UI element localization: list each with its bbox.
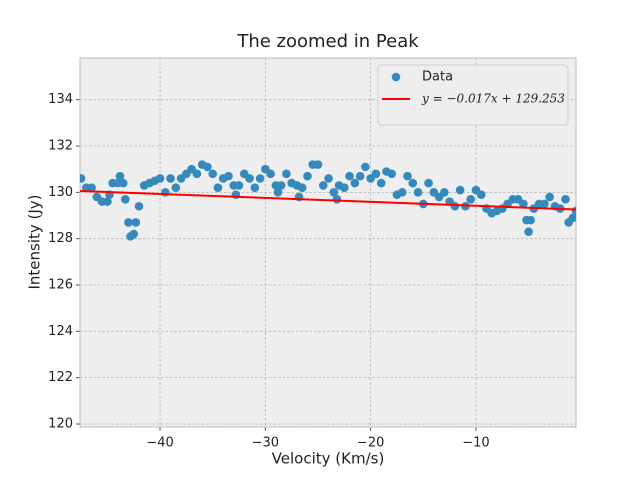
y-axis-label: Intensity (Jy) (26, 194, 44, 289)
y-tick-label: 132 (48, 139, 73, 154)
legend-label: Data (422, 70, 453, 85)
y-tick-label: 130 (48, 185, 73, 200)
data-point (519, 199, 528, 209)
fit-line (80, 189, 576, 211)
data-point (224, 171, 233, 181)
data-point (561, 194, 570, 204)
data-point (313, 160, 323, 169)
y-tick-label: 122 (48, 370, 73, 385)
data-point (397, 188, 407, 197)
data-point (350, 178, 360, 188)
data-point (234, 181, 244, 190)
data-point (245, 174, 254, 183)
y-tick-label: 128 (48, 231, 73, 246)
data-point (345, 171, 354, 181)
data-point (160, 188, 170, 197)
y-tick-label: 120 (48, 416, 73, 431)
data-point (361, 162, 370, 172)
data-point (424, 178, 433, 188)
data-point (203, 162, 212, 172)
data-point (376, 178, 386, 188)
data-point (80, 174, 86, 183)
data-point (408, 178, 418, 188)
data-point (124, 218, 133, 227)
data-point (387, 169, 397, 179)
data-point (213, 183, 223, 193)
data-point (440, 188, 449, 197)
data-point (303, 171, 312, 181)
data-point (192, 169, 202, 179)
data-point (171, 183, 181, 193)
data-point (129, 229, 139, 239)
data-point (250, 183, 260, 193)
data-point (273, 188, 283, 197)
data-point (155, 174, 165, 183)
y-tick-label: 126 (48, 278, 73, 293)
data-point (466, 194, 475, 204)
data-point (255, 174, 265, 183)
data-point (120, 194, 130, 204)
data-point (87, 183, 96, 193)
legend-label: y = −0.017x + 129.253 (421, 92, 565, 106)
data-point (166, 174, 175, 183)
data-point (413, 188, 423, 197)
x-axis-label: Velocity (Km/s) (272, 450, 385, 468)
x-tick-label: −20 (357, 436, 384, 451)
legend-box (377, 64, 569, 126)
data-point (332, 194, 342, 204)
data-point (403, 171, 412, 181)
y-tick-label: 134 (48, 92, 73, 107)
data-point (103, 197, 112, 206)
data-point (371, 169, 381, 179)
x-tick-label: −10 (462, 436, 489, 451)
data-point (545, 192, 554, 202)
y-tick-label: 124 (48, 324, 73, 339)
data-point (476, 190, 486, 199)
data-point (266, 169, 275, 179)
data-point (318, 181, 328, 190)
plot-frame (79, 57, 577, 428)
data-point (340, 183, 349, 193)
data-point (208, 169, 217, 179)
data-point (455, 185, 465, 195)
data-point (118, 178, 128, 188)
x-tick-label: −30 (252, 436, 279, 451)
data-point (329, 188, 339, 197)
data-point (297, 183, 307, 193)
chart-title: The zoomed in Peak (236, 31, 419, 52)
data-point (282, 169, 291, 179)
legend-marker (391, 72, 401, 82)
data-point (540, 199, 549, 209)
data-point (276, 181, 286, 190)
data-point (131, 218, 141, 227)
data-point (115, 171, 125, 181)
data-point (324, 174, 333, 183)
data-point (526, 215, 536, 225)
data-point (450, 201, 460, 211)
data-point (134, 201, 144, 211)
data-point (524, 227, 533, 237)
x-tick-label: −40 (146, 436, 173, 451)
data-point (355, 171, 365, 181)
data-point (568, 213, 576, 223)
